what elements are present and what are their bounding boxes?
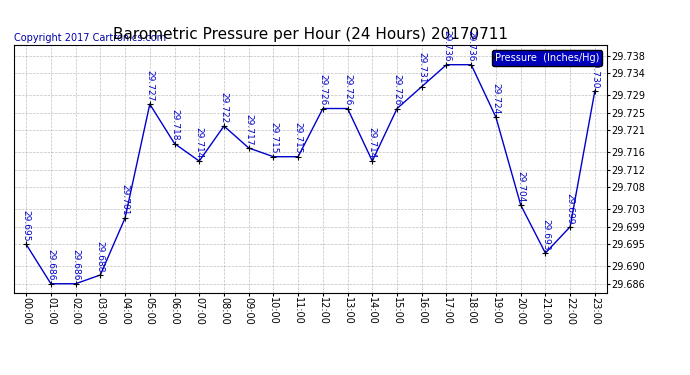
- Text: 29.714: 29.714: [195, 127, 204, 158]
- Text: 29.730: 29.730: [591, 57, 600, 88]
- Text: 29.726: 29.726: [318, 74, 327, 106]
- Text: 29.715: 29.715: [269, 122, 278, 154]
- Text: 29.695: 29.695: [21, 210, 30, 242]
- Text: 29.726: 29.726: [343, 74, 352, 106]
- Text: 29.693: 29.693: [541, 219, 550, 250]
- Text: 29.701: 29.701: [121, 184, 130, 215]
- Text: 29.726: 29.726: [393, 74, 402, 106]
- Text: 29.722: 29.722: [219, 92, 228, 123]
- Text: 29.688: 29.688: [96, 241, 105, 272]
- Text: 29.715: 29.715: [294, 122, 303, 154]
- Text: 29.736: 29.736: [466, 30, 475, 62]
- Text: 29.736: 29.736: [442, 30, 451, 62]
- Text: 29.714: 29.714: [368, 127, 377, 158]
- Text: 29.699: 29.699: [566, 192, 575, 224]
- Text: 29.724: 29.724: [491, 83, 500, 114]
- Text: 29.686: 29.686: [71, 249, 80, 281]
- Text: 29.718: 29.718: [170, 109, 179, 141]
- Title: Barometric Pressure per Hour (24 Hours) 20170711: Barometric Pressure per Hour (24 Hours) …: [113, 27, 508, 42]
- Text: 29.717: 29.717: [244, 114, 253, 145]
- Text: 29.704: 29.704: [516, 171, 525, 202]
- Text: 29.731: 29.731: [417, 53, 426, 84]
- Text: 29.686: 29.686: [46, 249, 55, 281]
- Text: Copyright 2017 Cartronics.com: Copyright 2017 Cartronics.com: [14, 33, 166, 42]
- Text: 29.727: 29.727: [146, 70, 155, 101]
- Legend: Pressure  (Inches/Hg): Pressure (Inches/Hg): [492, 50, 602, 66]
